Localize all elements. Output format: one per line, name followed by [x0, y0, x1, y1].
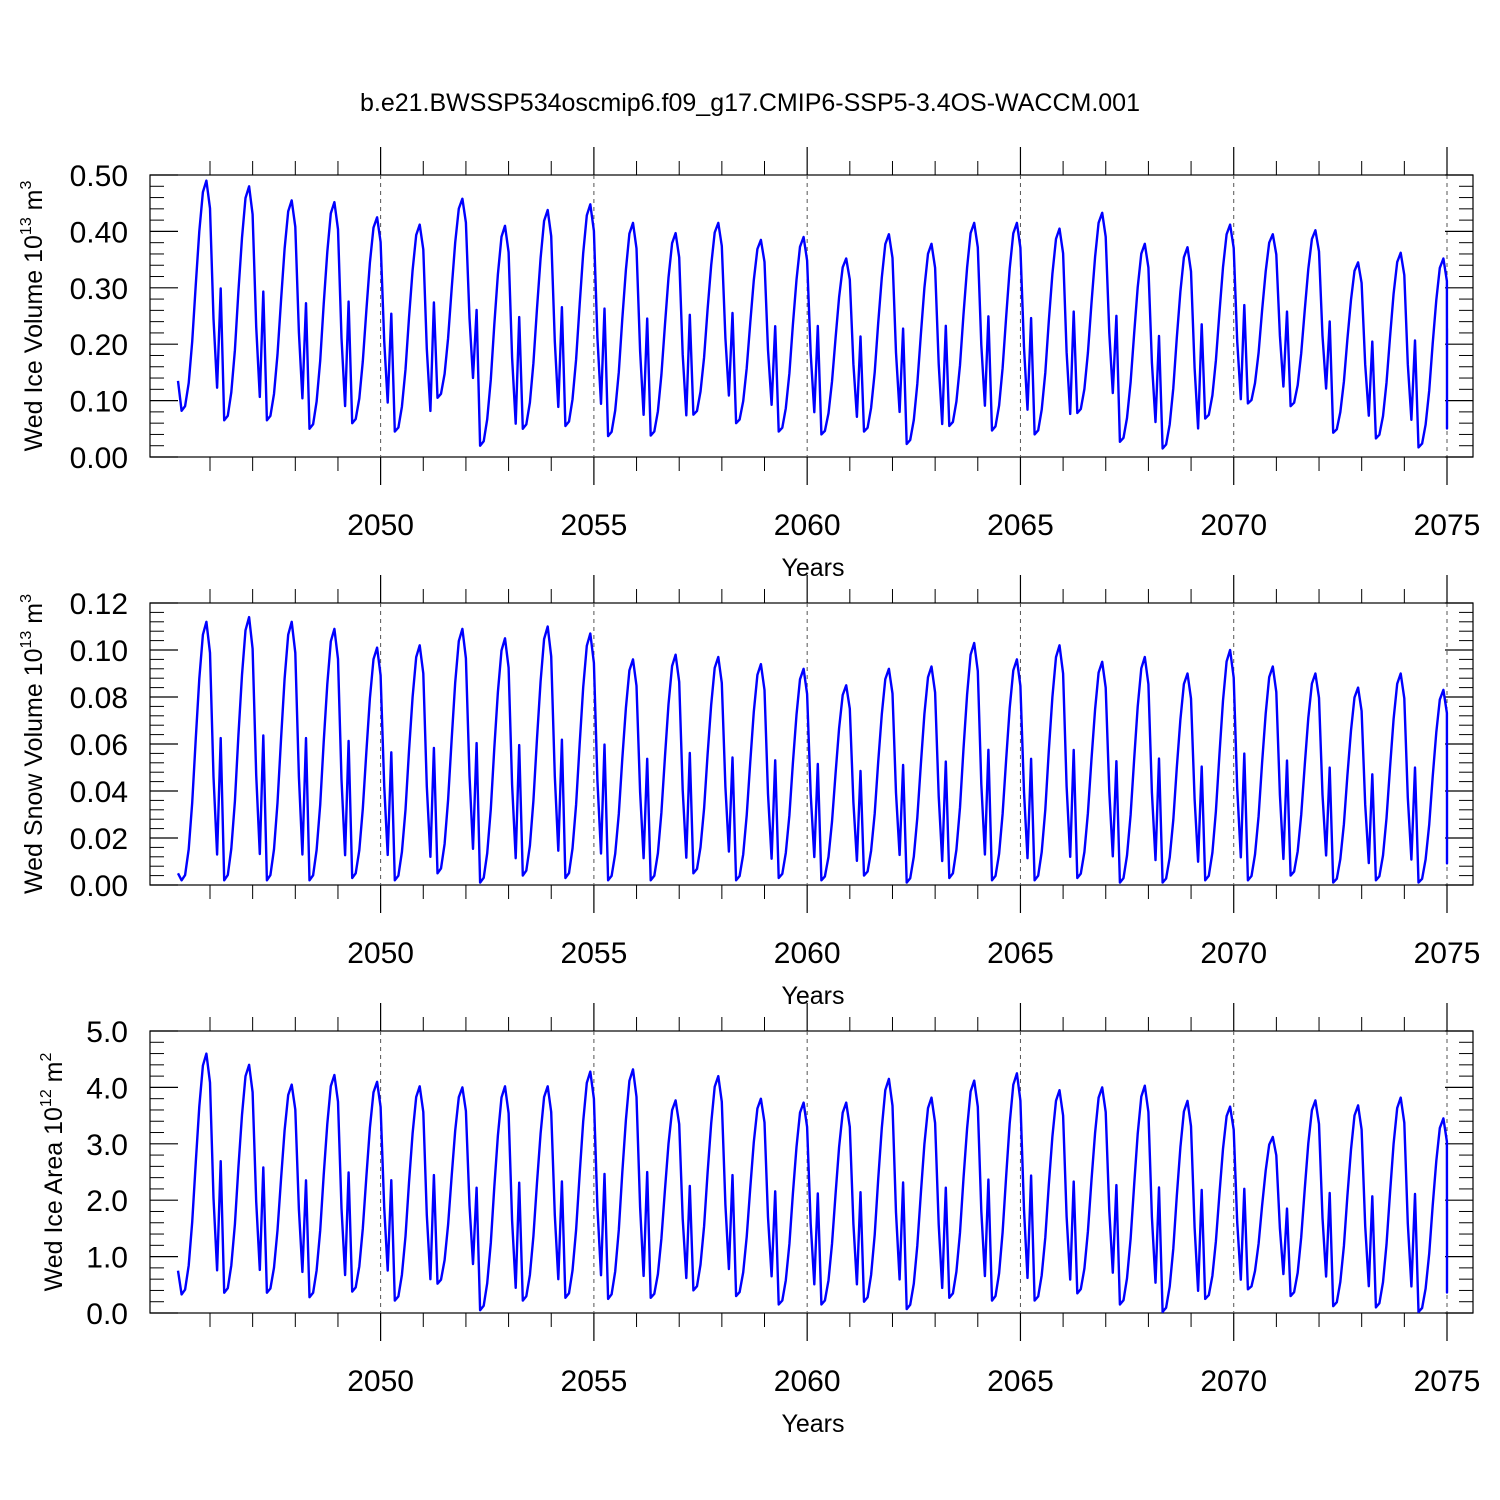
y-axis-label-base: Wed Ice Area 10 — [40, 1107, 68, 1291]
y-axis-label: Wed Ice Area 1012 m2 — [38, 1052, 68, 1291]
y-axis-label-unit: m — [20, 603, 48, 631]
series-line — [176, 1052, 1449, 1314]
y-tick-label: 0.30 — [70, 273, 128, 306]
y-axis-label: Wed Snow Volume 1013 m3 — [18, 594, 48, 894]
y-axis-label-unit: m — [20, 189, 48, 217]
y-tick-label: 2.0 — [86, 1185, 128, 1218]
x-tick-label: 2070 — [1200, 509, 1267, 542]
plot-frame — [149, 1030, 1474, 1314]
y-tick-label: 0.10 — [70, 386, 128, 419]
y-axis-label-exponent: 13 — [18, 217, 35, 235]
y-axis-label-base: Wed Ice Volume 10 — [20, 235, 48, 451]
y-tick-label: 0.50 — [70, 160, 128, 193]
y-tick-label: 0.08 — [70, 682, 128, 715]
x-tick-label: 2065 — [987, 509, 1054, 542]
y-tick-label: 0.06 — [70, 729, 128, 762]
y-axis-label-exponent: 13 — [18, 631, 35, 649]
x-tick-label: 2075 — [1414, 1365, 1481, 1398]
x-tick-label: 2070 — [1200, 937, 1267, 970]
x-tick-label: 2065 — [987, 937, 1054, 970]
x-axis-label: Years — [781, 982, 844, 1010]
x-tick-label: 2060 — [774, 1365, 841, 1398]
y-tick-label: 0.04 — [70, 776, 128, 809]
figure-title: b.e21.BWSSP534oscmip6.f09_g17.CMIP6-SSP5… — [360, 89, 1140, 117]
x-tick-label: 2050 — [347, 1365, 414, 1398]
x-axis-label: Years — [781, 1410, 844, 1438]
panel-ice-volume: 2050 2055 2060 2065 2070 2075 0.00 0.10 0.20 0.30… — [18, 147, 1480, 582]
x-tick-label: 2060 — [774, 509, 841, 542]
x-tick-label: 2070 — [1200, 1365, 1267, 1398]
y-tick-label: 0.10 — [70, 635, 128, 668]
y-axis-label-base: Wed Snow Volume 10 — [20, 648, 48, 894]
y-tick-label: 3.0 — [86, 1129, 128, 1162]
y-tick-label: 0.00 — [70, 442, 128, 475]
y-tick-label: 0.40 — [70, 216, 128, 249]
y-axis-label-unit: m — [40, 1061, 68, 1089]
x-tick-label: 2060 — [774, 937, 841, 970]
y-tick-label: 5.0 — [86, 1016, 128, 1049]
plot-frame — [149, 174, 1474, 458]
series-line — [176, 615, 1449, 884]
x-tick-label: 2050 — [347, 937, 414, 970]
panel-ice-area: 2050 2055 2060 2065 2070 2075 0.0 1.0 2.0 3.0 4.0 5… — [38, 1003, 1480, 1438]
x-tick-label: 2075 — [1414, 509, 1481, 542]
x-tick-label: 2055 — [561, 1365, 628, 1398]
y-axis-label-unit-exponent: 3 — [18, 180, 35, 189]
y-tick-label: 0.00 — [70, 870, 128, 903]
y-tick-label: 1.0 — [86, 1242, 128, 1275]
y-axis-label: Wed Ice Volume 1013 m3 — [18, 180, 48, 451]
x-tick-label: 2055 — [561, 509, 628, 542]
x-tick-label: 2055 — [561, 937, 628, 970]
y-axis-label-exponent: 12 — [38, 1089, 55, 1107]
x-tick-label: 2065 — [987, 1365, 1054, 1398]
panel-snow-volume: 2050 2055 2060 2065 2070 2075 0.00 0.02 0.04 0.06… — [18, 575, 1480, 1010]
y-tick-label: 0.02 — [70, 823, 128, 856]
x-axis-label: Years — [781, 554, 844, 582]
x-tick-label: 2050 — [347, 509, 414, 542]
y-axis-label-unit-exponent: 2 — [38, 1052, 55, 1061]
y-tick-label: 0.0 — [86, 1298, 128, 1331]
x-tick-label: 2075 — [1414, 937, 1481, 970]
y-tick-label: 0.12 — [70, 588, 128, 621]
y-tick-label: 0.20 — [70, 329, 128, 362]
series-line — [176, 179, 1449, 450]
y-axis-label-unit-exponent: 3 — [18, 594, 35, 603]
y-tick-label: 4.0 — [86, 1072, 128, 1105]
